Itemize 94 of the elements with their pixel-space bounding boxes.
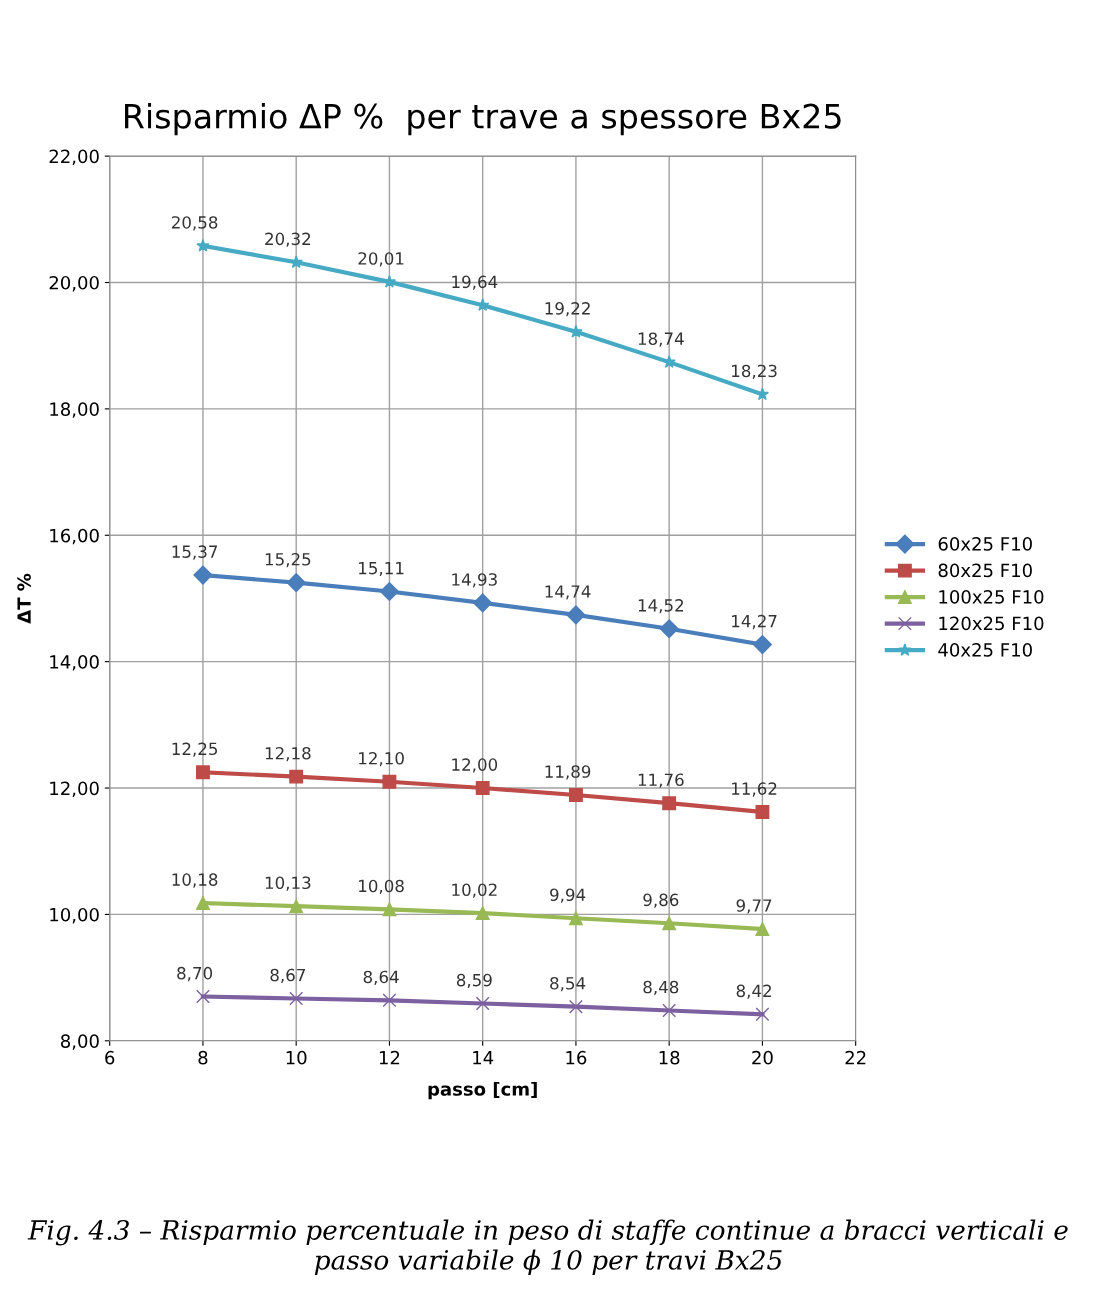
point: [382, 993, 397, 1008]
point: [382, 774, 397, 789]
point: [382, 902, 397, 917]
legend-label: 60x25 F10: [938, 537, 1032, 551]
legend-label: 80x25 F10: [938, 563, 1032, 578]
point: [289, 991, 304, 1006]
point: [475, 906, 490, 921]
y-tick-label: 12,00: [50, 781, 99, 797]
data-label: 9,94: [550, 888, 586, 903]
x-tick-label: 16: [566, 1050, 587, 1065]
y-tick-label: 16,00: [50, 528, 99, 545]
data-label: 11,89: [545, 765, 591, 780]
data-label: 20,58: [171, 216, 218, 231]
data-label: 12,00: [452, 758, 498, 773]
point: [289, 769, 304, 784]
point: [473, 593, 493, 613]
point: [662, 916, 677, 931]
data-label: 10,08: [359, 879, 404, 894]
data-label: 14,27: [732, 614, 777, 630]
legend-label: 100x25 F10: [939, 590, 1044, 604]
data-label: 11,62: [732, 782, 777, 797]
chart-title: Risparmio ΔP % per trave a spessore Bx25: [125, 103, 841, 136]
data-label: 10,02: [452, 883, 497, 898]
point: [662, 1003, 677, 1018]
y-tick-label: 10,00: [50, 907, 99, 924]
data-label: 20,01: [358, 252, 404, 267]
x-tick-label: 6: [105, 1050, 115, 1065]
point: [755, 922, 770, 936]
data-label: 8,67: [270, 968, 305, 984]
point: [755, 805, 770, 819]
point: [289, 899, 304, 914]
data-label: 8,59: [456, 973, 492, 989]
data-label: 19,64: [452, 275, 498, 290]
data-label: 15,25: [265, 552, 311, 568]
x-tick-label: 14: [473, 1051, 494, 1065]
point: [566, 605, 586, 625]
point: [752, 635, 772, 655]
point: [476, 298, 490, 312]
data-label: 20,32: [265, 232, 311, 247]
x-tick-label: 8: [198, 1050, 208, 1065]
data-label: 8,64: [363, 970, 399, 985]
x-tick-label: 12: [379, 1050, 400, 1065]
data-label: 10,18: [172, 873, 218, 888]
point: [659, 619, 679, 639]
point: [475, 996, 490, 1011]
point: [475, 781, 490, 795]
data-label: 12,18: [265, 746, 311, 762]
data-label: 9,77: [736, 899, 772, 914]
point: [195, 989, 210, 1004]
data-label: 8,70: [177, 966, 213, 982]
point: [662, 796, 677, 811]
data-label: 14,74: [545, 585, 591, 600]
y-tick-label: 18,00: [50, 402, 99, 418]
x-tick-label: 10: [286, 1050, 307, 1065]
x-tick-label: 20: [752, 1050, 773, 1065]
point: [568, 911, 583, 926]
point: [568, 999, 583, 1014]
legend-label: 120x25 F10: [939, 616, 1044, 631]
point: [195, 896, 210, 910]
point: [196, 238, 210, 252]
caption: Fig. 4.3 – Risparmio percentuale in peso di staffe continue a bracci verticali e passo variabile ϕ 10 per travi Bx25: [27, 1219, 1068, 1275]
point: [379, 581, 399, 602]
data-label: 15,37: [172, 545, 218, 560]
y-tick-label: 14,00: [50, 655, 99, 671]
data-label: 8,42: [736, 984, 771, 999]
data-label: 18,23: [732, 364, 777, 379]
point: [755, 1007, 770, 1022]
data-label: 18,74: [638, 332, 684, 347]
data-label: 11,76: [638, 773, 684, 788]
point: [289, 255, 303, 269]
x-tick-label: 18: [659, 1050, 680, 1065]
point: [195, 765, 210, 780]
data-label: 12,25: [172, 742, 218, 757]
x-axis-title: passo [cm]: [428, 1081, 537, 1100]
x-tick-label: 22: [845, 1050, 866, 1065]
point: [662, 355, 676, 368]
data-label: 8,54: [550, 976, 586, 992]
data-label: 8,48: [643, 980, 679, 996]
data-label: 14,52: [638, 599, 684, 614]
point: [568, 788, 583, 802]
data-label: 14,93: [452, 573, 497, 588]
y-axis-title: ΔT %: [17, 573, 31, 624]
y-tick-label: 20,00: [49, 275, 99, 292]
data-label: 10,13: [265, 876, 311, 891]
point: [286, 573, 306, 593]
data-label: 19,22: [545, 302, 590, 317]
point: [569, 324, 583, 338]
data-label: 9,86: [643, 893, 679, 908]
legend-label: 40x25 F10: [938, 643, 1032, 657]
data-label: 15,11: [359, 562, 404, 577]
y-tick-label: 22,00: [49, 149, 99, 166]
data-label: 12,10: [359, 751, 404, 767]
y-tick-label: 8,00: [61, 1034, 99, 1050]
point: [193, 565, 213, 585]
